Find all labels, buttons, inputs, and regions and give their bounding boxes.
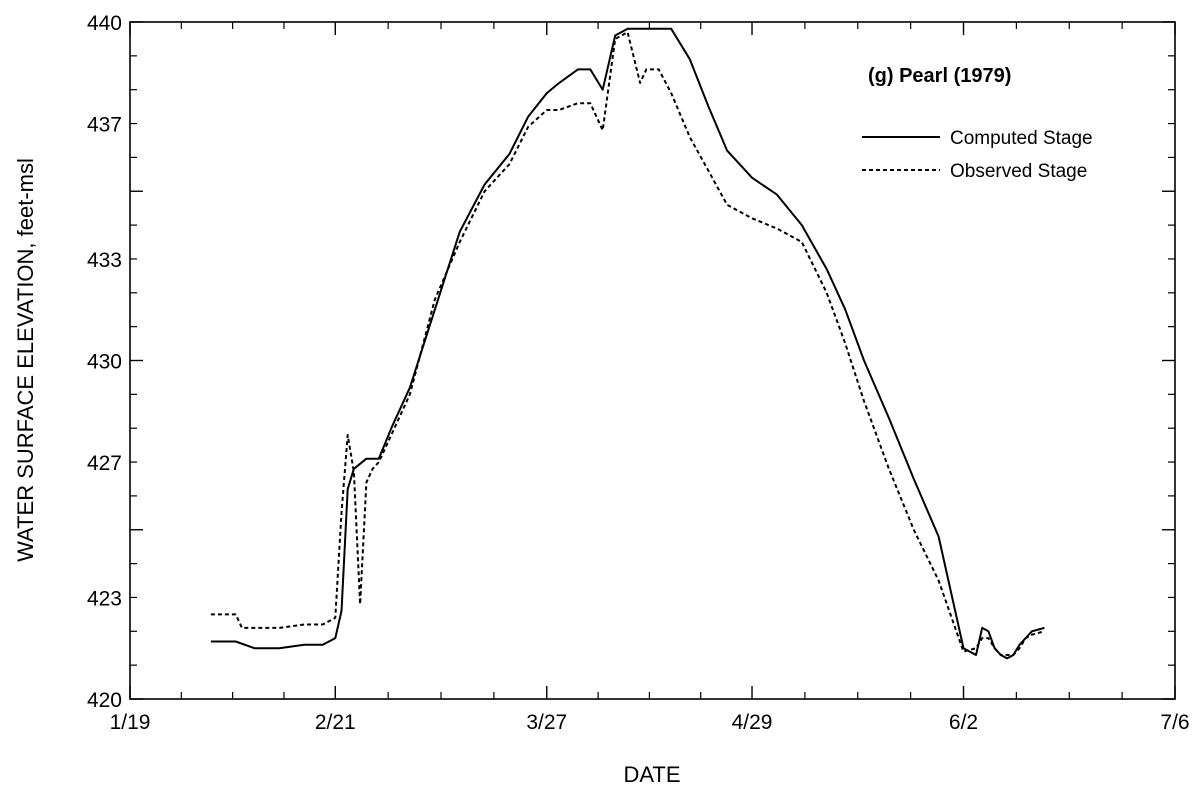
legend-label-observed: Observed Stage [950, 161, 1087, 182]
y-tick-label: 423 [87, 587, 122, 610]
y-tick-label: 427 [87, 452, 122, 475]
x-tick-label: 3/27 [526, 711, 567, 734]
x-tick-label: 1/19 [110, 711, 151, 734]
x-tick-label: 4/29 [732, 711, 773, 734]
y-tick-label: 420 [87, 689, 122, 712]
x-tick-labels: 1/19 2/21 3/27 4/29 6/2 7/6 [110, 711, 1190, 734]
x-tick-label: 2/21 [315, 711, 356, 734]
legend: Computed Stage Observed Stage [862, 128, 1093, 182]
axis-ticks [129, 21, 1176, 700]
y-tick-label: 440 [87, 12, 122, 35]
x-axis-title: DATE [623, 762, 680, 787]
legend-label-computed: Computed Stage [950, 128, 1093, 149]
y-tick-labels: 420 423 427 430 433 437 440 [87, 12, 122, 712]
series-layer [210, 27, 1045, 660]
y-axis-title: WATER SURFACE ELEVATION, feet-msl [13, 158, 38, 562]
chart-title: (g) Pearl (1979) [868, 65, 1011, 87]
series-line-observed [210, 31, 1045, 656]
x-tick-label: 7/6 [1160, 711, 1189, 734]
x-tick-label: 6/2 [949, 711, 978, 734]
plot-frame [129, 21, 1176, 700]
y-tick-label: 437 [87, 114, 122, 137]
series-line-computed [210, 27, 1045, 660]
y-tick-label: 433 [87, 249, 122, 272]
y-tick-label: 430 [87, 351, 122, 374]
